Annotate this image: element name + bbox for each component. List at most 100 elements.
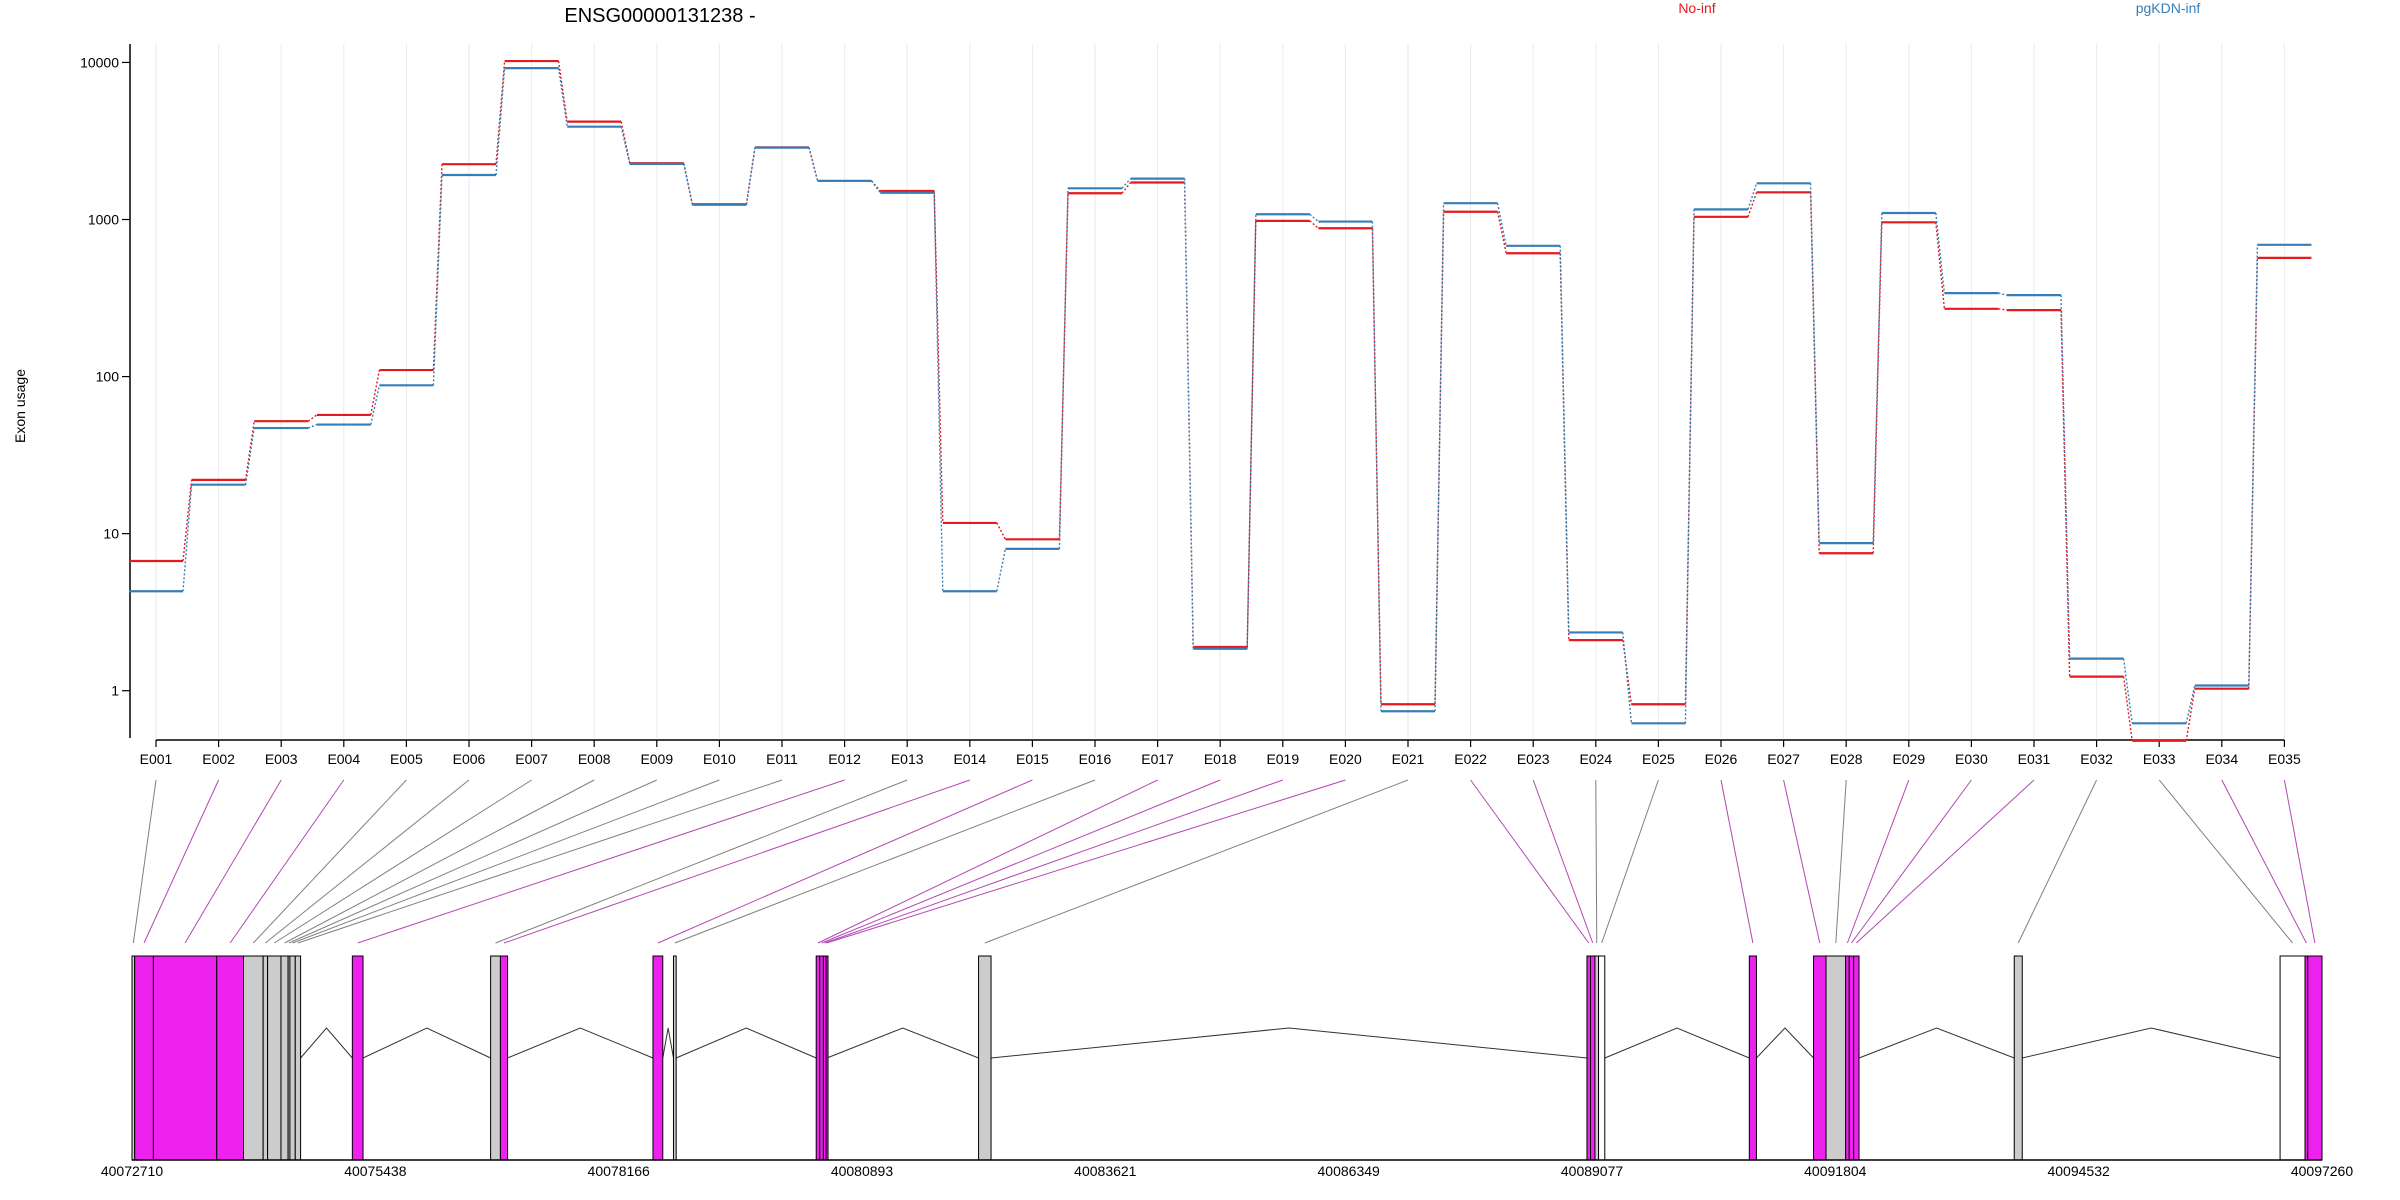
series-connector [2122, 658, 2133, 724]
exon-box-e010 [289, 955, 296, 1161]
legend-pgkdn-inf: pgKDN-inf [2136, 0, 2201, 16]
x-tick-label: E030 [1955, 751, 1988, 767]
series-connector [683, 163, 694, 205]
connector-e028 [1835, 779, 1847, 944]
connector-e024 [1595, 779, 1598, 944]
genomic-tick-label: 40080893 [831, 1163, 894, 1179]
series-connector [2122, 676, 2133, 741]
connector-e017 [817, 779, 1158, 944]
series-connector [1872, 212, 1883, 544]
x-tick-label: E033 [2143, 751, 2176, 767]
x-tick-label: E013 [891, 751, 924, 767]
x-tick-label: E011 [766, 751, 798, 767]
exon-box-e026 [1748, 955, 1757, 1161]
series-connector [1309, 213, 1319, 223]
series-connector [1058, 188, 1069, 549]
series-connector [1058, 193, 1069, 540]
series-connector [244, 421, 255, 480]
intron [2022, 1027, 2281, 1059]
series-connector [370, 385, 381, 425]
exon-box-e031 [1853, 955, 1860, 1161]
series-connector [1809, 183, 1820, 544]
x-tick-label: E022 [1454, 751, 1487, 767]
exon-box-e023 [1590, 955, 1596, 1161]
series-connector [2060, 295, 2071, 659]
x-tick-label: E021 [1392, 751, 1425, 767]
exon-box-e029 [1845, 955, 1850, 1161]
intron [1858, 1027, 2015, 1059]
exon-box-e008 [280, 955, 289, 1161]
x-tick-label: E027 [1767, 751, 1800, 767]
connector-e004 [229, 779, 345, 944]
x-tick-label: E028 [1830, 751, 1863, 767]
x-tick-label: E010 [703, 751, 736, 767]
series-connector [1434, 203, 1445, 712]
gridlines [155, 44, 2285, 738]
series-connector [996, 522, 1007, 540]
x-tick-label: E020 [1329, 751, 1362, 767]
series-connector [1183, 178, 1194, 649]
series-connector [2248, 244, 2259, 686]
series-connector [1246, 214, 1257, 649]
genomic-tick-label: 40091804 [1804, 1163, 1867, 1179]
x-tick-label: E005 [390, 751, 423, 767]
genomic-tick-label: 40078166 [588, 1163, 651, 1179]
y-tick-label: 10000 [80, 54, 119, 70]
exon-box-e006 [262, 955, 269, 1161]
x-tick-label: E034 [2205, 751, 2238, 767]
connector-e012 [357, 779, 845, 944]
connector-e027 [1783, 779, 1821, 944]
series-connector [1496, 203, 1507, 246]
intron [507, 1027, 654, 1059]
series-connector [495, 61, 506, 165]
exon-box-e003 [152, 955, 218, 1161]
x-tick-label: E026 [1705, 751, 1738, 767]
connector-e016 [674, 779, 1096, 944]
connector-e019 [824, 779, 1283, 944]
series-connector [1622, 640, 1633, 705]
intron [826, 1027, 979, 1059]
exon-box-e011 [294, 955, 302, 1161]
connector-e022 [1470, 779, 1590, 944]
series-connector [307, 414, 318, 422]
x-tick-label: E001 [140, 751, 173, 767]
series-connector [557, 60, 568, 122]
axes: 1 10 100 1000 10000 E001 E002 E003 E004 E005 E006 E… [80, 44, 2301, 767]
x-tick-label: E006 [453, 751, 486, 767]
connector-e003 [184, 779, 282, 944]
intron [1756, 1027, 1814, 1059]
connector-e035 [2283, 779, 2316, 944]
connector-e030 [1851, 779, 1972, 944]
exon-box-e015 [652, 955, 664, 1161]
series-connector [1684, 209, 1695, 724]
connector-e002 [143, 779, 220, 944]
connector-e008 [284, 779, 595, 944]
exon-box-e027 [1813, 955, 1827, 1161]
x-tick-label: E002 [202, 751, 235, 767]
connector-e018 [821, 779, 1221, 944]
connector-e020 [826, 779, 1346, 944]
series-connector [1371, 221, 1382, 712]
connector-e007 [274, 779, 532, 944]
x-tick-label: E003 [265, 751, 298, 767]
connector-e021 [984, 779, 1409, 944]
intron [300, 1027, 353, 1059]
connector-e025 [1601, 779, 1659, 944]
y-tick-label: 10 [103, 526, 119, 542]
series-connector [1872, 222, 1883, 554]
x-tick-label: E014 [953, 751, 986, 767]
series-connector [1998, 308, 2008, 311]
connector-e031 [1856, 779, 2035, 944]
series-connector [432, 164, 443, 371]
series-connector [1246, 220, 1257, 647]
exon-box-e030 [1848, 955, 1855, 1161]
connector-e015 [657, 779, 1033, 944]
x-tick-label: E017 [1141, 751, 1174, 767]
series-connector [1309, 220, 1319, 229]
exon-box-e012 [351, 955, 364, 1161]
exon-box-e025 [1598, 955, 1606, 1161]
x-tick-label: E019 [1266, 751, 1299, 767]
exon-box-e014 [499, 955, 509, 1161]
exon-box-e004 [216, 955, 245, 1161]
x-tick-label: E008 [578, 751, 611, 767]
